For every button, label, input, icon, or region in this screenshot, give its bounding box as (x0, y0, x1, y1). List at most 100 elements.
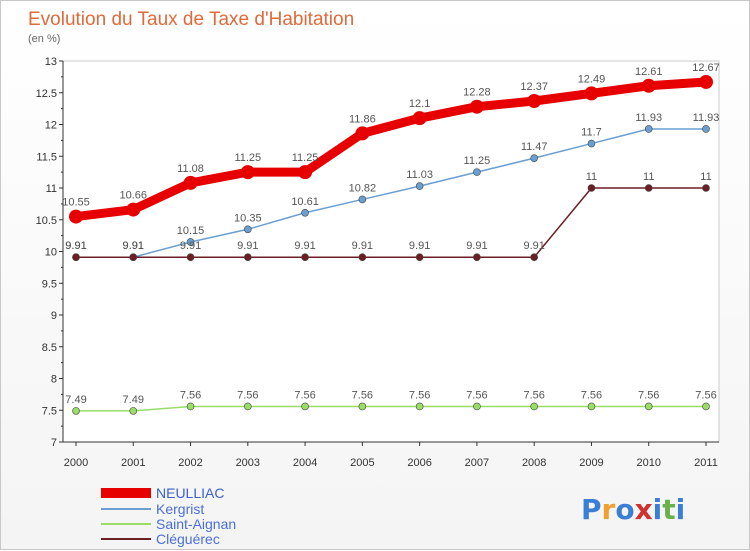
data-point (644, 184, 653, 192)
y-tick-label: 12.5 (36, 88, 57, 100)
plot-area (62, 60, 720, 443)
data-label: 10.61 (291, 196, 319, 208)
data-point (129, 253, 138, 262)
data-label: 10.15 (177, 225, 205, 237)
data-point (530, 402, 538, 411)
y-tick-label: 8 (51, 374, 57, 386)
series-line (75, 187, 707, 258)
data-point (527, 94, 542, 109)
data-label: 9.91 (409, 240, 430, 252)
data-point (644, 402, 653, 411)
series-cl-gu-rec: 9.91 9.91 9.91 9.91 9.91 9.91 9.91 9.91 9.91 11 11… (65, 171, 712, 262)
data-label: 7.56 (638, 389, 659, 401)
data-point (244, 253, 252, 262)
x-tick-label: 2011 (694, 457, 718, 469)
data-point (72, 253, 80, 262)
x-tick-label: 2000 (64, 457, 88, 469)
brand-text: Proxiti (581, 493, 685, 526)
brand-letter: i (653, 493, 663, 526)
brand-letter: x (635, 493, 653, 526)
data-point (126, 202, 141, 217)
data-point (584, 86, 599, 101)
data-label: 12.28 (463, 87, 491, 99)
data-point (469, 99, 484, 114)
legend-label: Saint-Aignan (156, 516, 236, 532)
brand-letter: t (662, 493, 675, 526)
legend-label: NEULLIAC (156, 485, 224, 501)
data-point (186, 238, 195, 246)
data-label: 9.91 (65, 240, 86, 252)
data-label: 11.25 (464, 155, 491, 167)
data-point (415, 182, 424, 190)
data-point (358, 195, 367, 204)
data-label: 12.1 (409, 98, 430, 110)
data-point (301, 208, 309, 217)
data-label: 7.56 (409, 389, 430, 401)
data-point (244, 225, 252, 234)
brand-letter: i (676, 493, 686, 526)
data-point (69, 209, 83, 224)
data-label: 11 (643, 171, 654, 183)
x-tick-label: 2006 (407, 457, 431, 469)
y-tick-label: 10 (45, 247, 57, 259)
y-tick-label: 10.5 (36, 215, 57, 227)
data-label: 11.93 (635, 112, 662, 124)
data-label: 11.08 (177, 163, 204, 175)
y-tick-label: 12 (45, 120, 57, 132)
data-point (183, 175, 198, 190)
x-tick-label: 2010 (636, 457, 660, 469)
data-point (530, 253, 538, 262)
data-label: 12.67 (692, 62, 720, 74)
data-label: 11.86 (349, 113, 376, 125)
x-tick-label: 2007 (465, 457, 489, 469)
data-label: 9.91 (294, 240, 315, 252)
series-line (75, 405, 707, 412)
data-label: 9.91 (237, 240, 258, 252)
y-tick-label: 11 (46, 183, 57, 195)
data-label: 11.47 (521, 141, 548, 153)
data-point (298, 165, 313, 180)
data-point (72, 407, 80, 415)
data-label: 7.56 (466, 389, 487, 401)
chart-subtitle: (en %) (28, 33, 60, 45)
data-label: 9.91 (352, 240, 373, 252)
brand-letter: o (615, 493, 634, 526)
data-label: 9.91 (65, 240, 86, 252)
x-tick-label: 2001 (121, 457, 145, 469)
x-tick-label: 2004 (293, 457, 317, 469)
data-label: 12.49 (578, 73, 606, 85)
data-label: 7.56 (180, 389, 201, 401)
data-point (587, 139, 596, 148)
data-label: 11 (586, 171, 597, 183)
data-label: 7.56 (523, 389, 544, 401)
data-point (473, 253, 481, 262)
brand-letter: P (581, 493, 602, 526)
data-label: 11.03 (406, 169, 433, 181)
data-point (415, 253, 424, 262)
data-point (587, 184, 596, 192)
series-line (75, 128, 707, 258)
y-tick-label: 13 (45, 56, 57, 68)
y-tick-label: 8.5 (42, 342, 57, 354)
data-label: 9.91 (180, 240, 201, 252)
proxiti-logo: Proxiti (581, 493, 685, 526)
data-point (644, 125, 653, 133)
data-point (129, 407, 138, 415)
series-neulliac: 10.55 10.66 11.08 11.25 11.25 11.86 12.1 12.28 1… (62, 62, 720, 224)
data-label: 9.91 (466, 240, 487, 252)
legend-label: Cléguérec (156, 531, 220, 547)
data-point (702, 125, 710, 133)
data-label: 7.56 (695, 389, 716, 401)
x-axis: 2000 2001 2002 2003 2004 2005 2006 2007 2008 2009… (63, 441, 719, 469)
data-label: 10.35 (234, 212, 262, 224)
y-tick-label: 9 (51, 310, 57, 322)
data-label: 7.49 (65, 394, 86, 406)
data-label: 9.91 (123, 240, 144, 252)
y-tick-label: 11.5 (36, 151, 57, 163)
series-saint-aignan: 7.49 7.49 7.56 7.56 7.56 7.56 7.56 7.56 7.56 7.56… (65, 389, 717, 415)
plot-background (62, 60, 720, 443)
data-point (358, 253, 367, 262)
data-label: 11.7 (581, 127, 602, 139)
